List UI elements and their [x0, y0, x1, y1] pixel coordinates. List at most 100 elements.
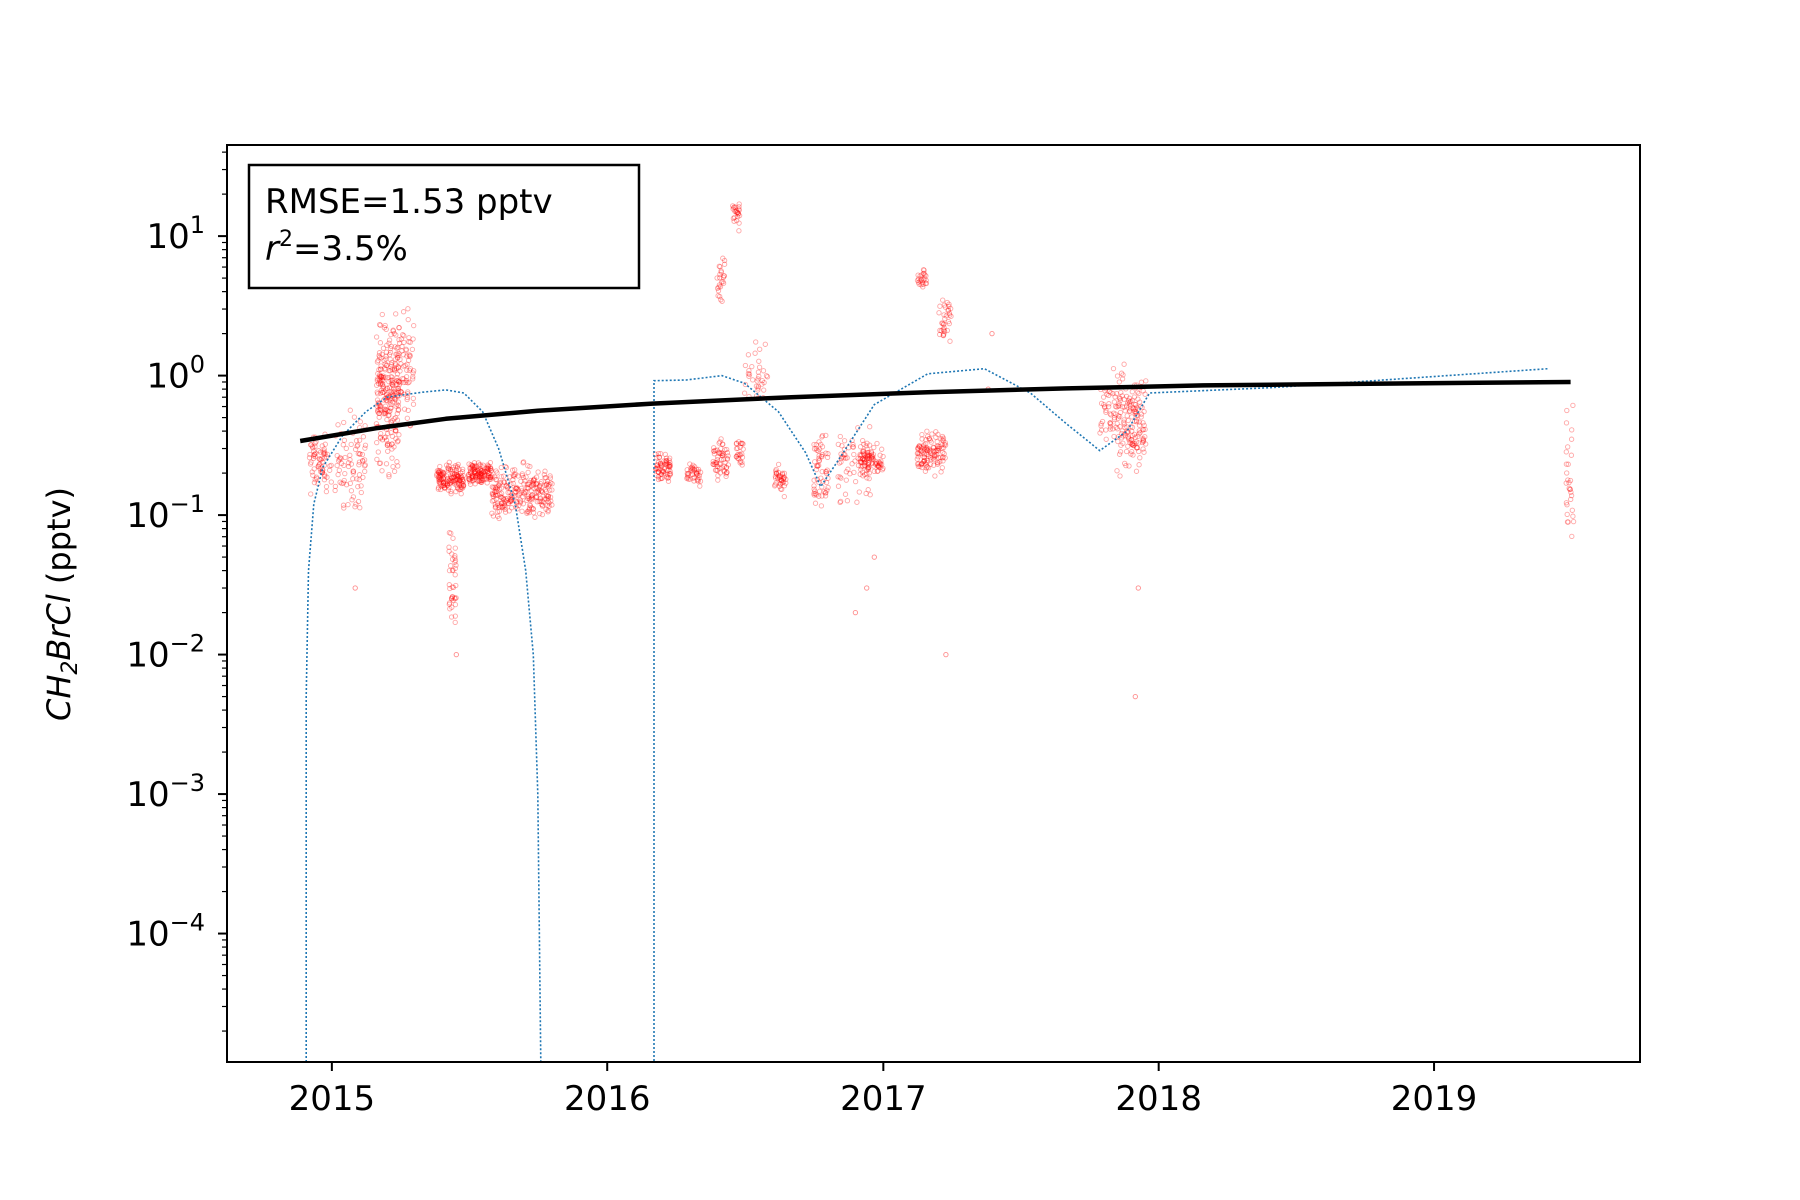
- observation-point: [858, 459, 864, 465]
- observation-point: [378, 387, 384, 394]
- observation-point: [916, 276, 922, 282]
- observation-point: [939, 320, 946, 327]
- observation-point: [460, 478, 466, 484]
- observation-point: [1108, 412, 1114, 418]
- observation-point: [395, 354, 401, 361]
- observation-point: [697, 469, 704, 475]
- observation-point: [544, 502, 551, 508]
- observation-point: [398, 389, 404, 395]
- observation-point: [534, 480, 540, 487]
- observation-point: [469, 473, 475, 479]
- observation-point: [662, 451, 668, 458]
- observation-point: [487, 464, 493, 470]
- observation-point: [446, 600, 453, 606]
- observation-point: [915, 450, 921, 457]
- observation-point: [454, 484, 461, 491]
- observation-point: [919, 280, 925, 286]
- observation-point: [1119, 428, 1125, 434]
- observation-point: [539, 511, 546, 518]
- observation-point: [411, 368, 417, 374]
- observation-point: [862, 456, 868, 462]
- observation-point: [717, 465, 723, 471]
- observation-point: [485, 468, 491, 474]
- observation-point: [847, 471, 853, 477]
- observation-point: [866, 475, 872, 482]
- observation-point: [655, 476, 662, 483]
- observation-point: [386, 442, 392, 448]
- observation-point: [377, 434, 384, 440]
- observation-point: [469, 463, 475, 469]
- observation-point: [375, 380, 382, 387]
- observation-point: [444, 480, 450, 487]
- observation-point: [342, 454, 348, 461]
- observation-point: [322, 472, 328, 478]
- observation-point: [449, 567, 456, 574]
- observation-point: [383, 406, 389, 413]
- observation-point: [383, 353, 389, 359]
- observation-point: [376, 410, 382, 417]
- observation-point: [1140, 420, 1146, 426]
- observation-point: [1143, 441, 1149, 447]
- observation-point: [400, 332, 406, 338]
- observation-point: [688, 467, 694, 473]
- observation-point: [322, 450, 328, 456]
- observation-point: [866, 464, 872, 470]
- observation-point: [513, 489, 519, 495]
- observation-point: [930, 444, 936, 450]
- observation-point: [456, 477, 463, 483]
- observation-point: [500, 503, 506, 510]
- observation-point: [1136, 462, 1142, 468]
- observation-point: [762, 341, 768, 347]
- observation-point: [494, 486, 500, 492]
- observation-point: [860, 463, 866, 469]
- observation-point: [381, 357, 387, 364]
- observation-point: [717, 293, 723, 300]
- observation-point: [476, 478, 483, 484]
- observation-point: [381, 410, 388, 416]
- observation-point: [1125, 434, 1131, 440]
- observation-point: [452, 601, 459, 608]
- observation-point: [939, 445, 945, 451]
- observation-point: [480, 473, 486, 479]
- observation-point: [757, 346, 763, 352]
- observation-point: [928, 456, 934, 463]
- observation-point: [537, 498, 544, 504]
- observation-point: [495, 492, 501, 498]
- observation-point: [487, 459, 494, 466]
- observation-point: [391, 468, 398, 475]
- observation-point: [755, 369, 762, 375]
- observation-point: [935, 443, 941, 449]
- observation-point: [543, 488, 550, 494]
- observation-point: [386, 340, 392, 346]
- observation-point: [925, 451, 931, 458]
- observation-point: [1118, 430, 1125, 437]
- observation-point: [362, 462, 368, 468]
- observation-point: [460, 482, 467, 489]
- observation-point: [915, 272, 921, 278]
- observation-point: [863, 443, 869, 449]
- observation-point: [444, 482, 451, 488]
- observation-point: [382, 365, 388, 371]
- observation-point: [546, 500, 552, 506]
- observation-point: [818, 475, 824, 481]
- observation-point: [1129, 441, 1135, 447]
- observation-point: [917, 444, 923, 450]
- observation-point: [391, 444, 397, 450]
- observation-point: [334, 462, 340, 469]
- observation-point: [476, 474, 483, 480]
- observation-point: [328, 479, 334, 485]
- observation-point: [859, 469, 866, 475]
- observation-point: [485, 463, 491, 469]
- y-axis-label: CH2BrCl (pptv): [40, 487, 83, 721]
- observation-point: [546, 503, 552, 509]
- observation-point: [880, 465, 886, 472]
- observation-point: [475, 468, 482, 474]
- observation-point: [472, 473, 479, 479]
- observation-point: [526, 509, 532, 516]
- observation-point: [916, 443, 922, 449]
- observation-point: [1569, 533, 1575, 540]
- observation-point: [476, 470, 482, 476]
- observation-point: [524, 482, 531, 488]
- observation-point: [778, 474, 784, 480]
- observation-point: [497, 491, 503, 497]
